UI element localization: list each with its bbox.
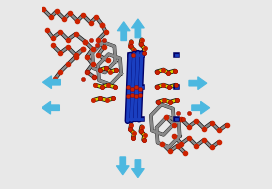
FancyArrow shape: [192, 101, 210, 114]
FancyArrow shape: [131, 160, 144, 178]
FancyArrow shape: [189, 77, 207, 90]
FancyArrow shape: [131, 19, 144, 38]
FancyArrow shape: [42, 76, 60, 89]
FancyArrow shape: [117, 22, 130, 41]
FancyArrow shape: [42, 101, 60, 114]
FancyArrow shape: [116, 157, 129, 175]
